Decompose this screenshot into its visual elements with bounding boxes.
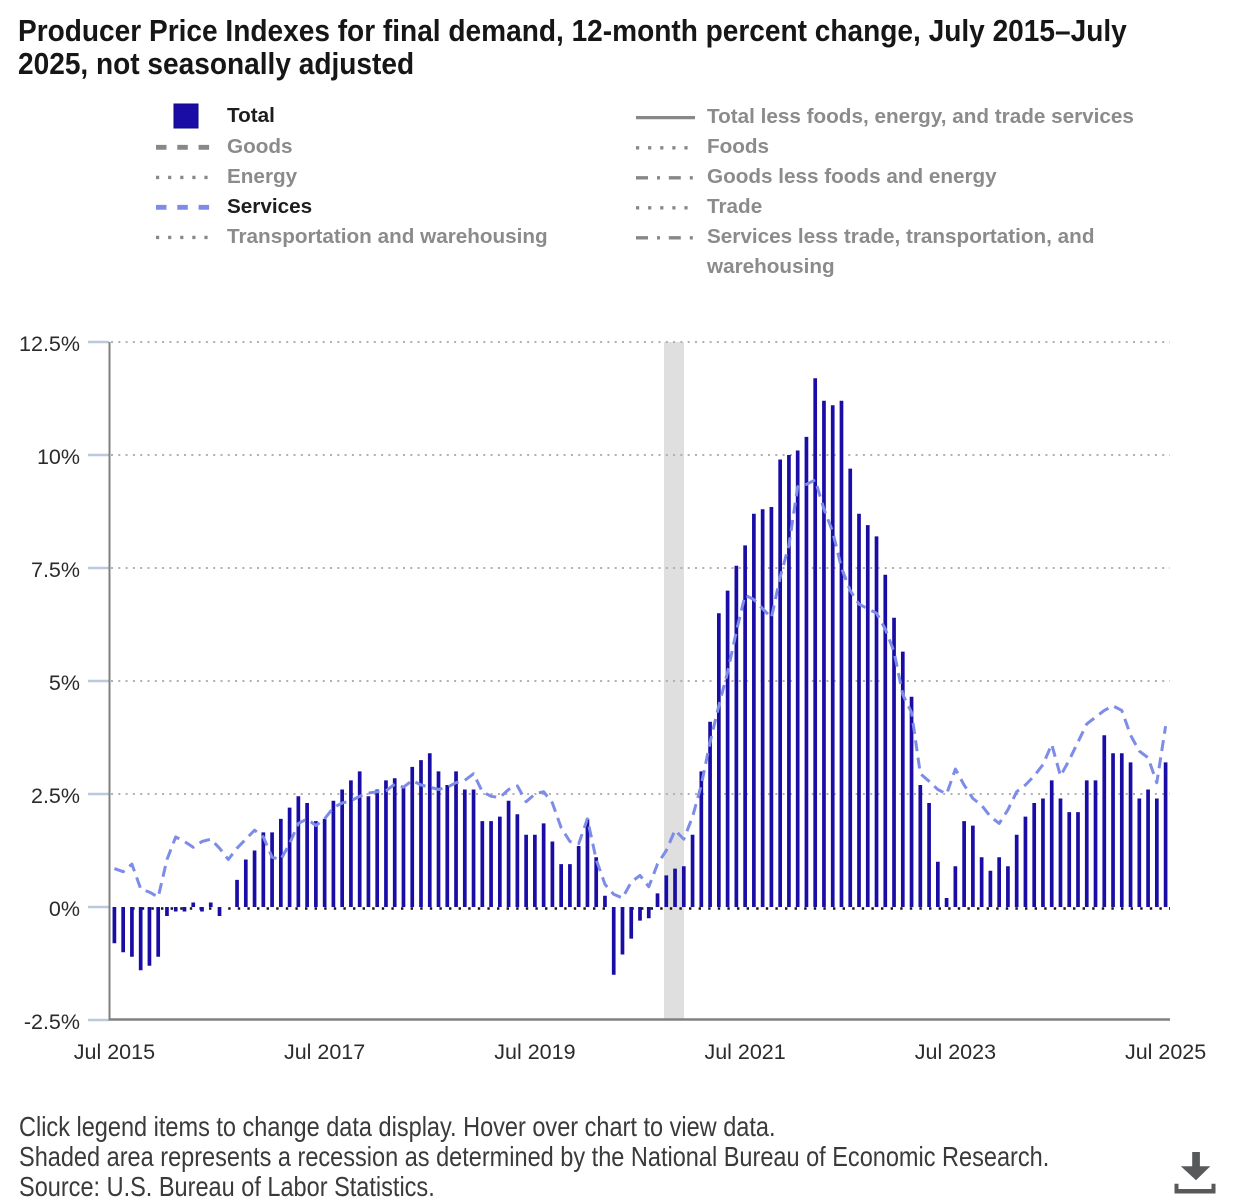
svg-text:-2.5%: -2.5% <box>24 1010 80 1034</box>
svg-text:2.5%: 2.5% <box>31 784 80 808</box>
svg-text:10%: 10% <box>37 445 80 469</box>
svg-text:Jul 2017: Jul 2017 <box>284 1040 365 1064</box>
svg-text:5%: 5% <box>49 671 80 695</box>
svg-text:Jul 2025: Jul 2025 <box>1125 1040 1206 1064</box>
svg-text:Jul 2021: Jul 2021 <box>704 1040 785 1064</box>
svg-text:Jul 2015: Jul 2015 <box>74 1040 155 1064</box>
svg-text:Jul 2019: Jul 2019 <box>494 1040 575 1064</box>
svg-text:Jul 2023: Jul 2023 <box>915 1040 996 1064</box>
svg-text:7.5%: 7.5% <box>31 558 80 582</box>
svg-text:12.5%: 12.5% <box>19 332 80 356</box>
svg-text:0%: 0% <box>49 897 80 921</box>
